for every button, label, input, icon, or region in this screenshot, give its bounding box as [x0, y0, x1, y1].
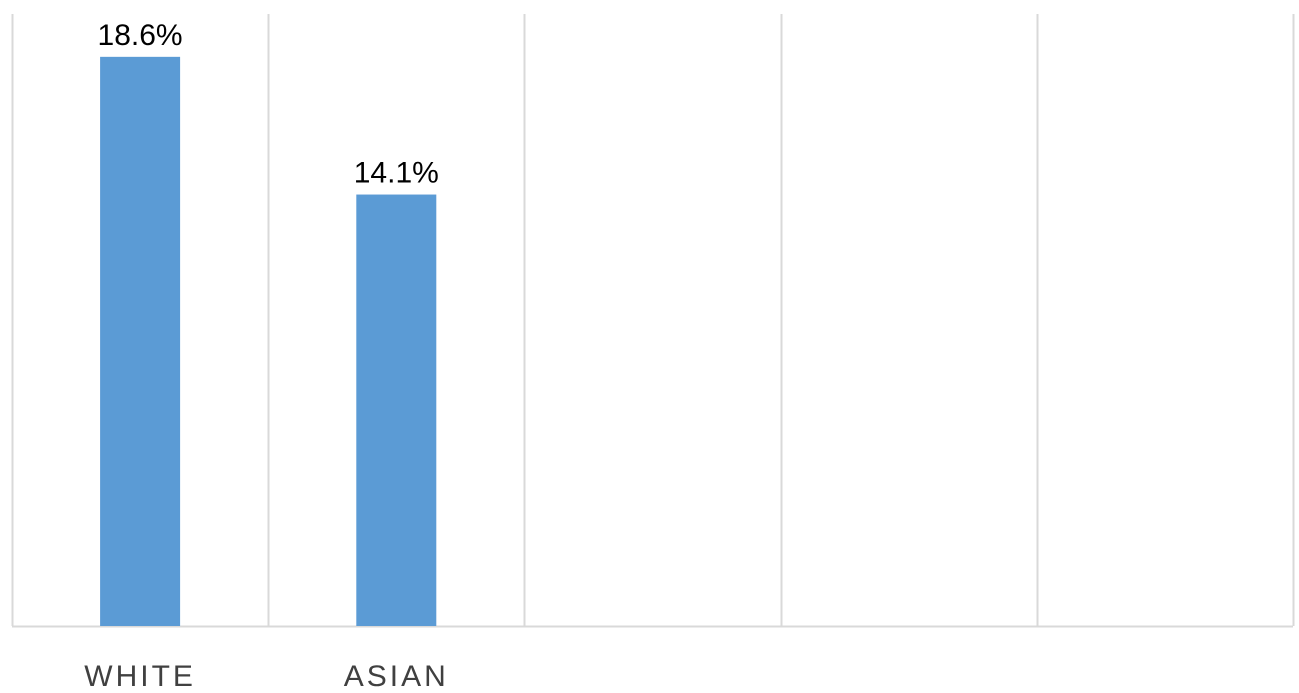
category-label-asian: ASIAN [344, 660, 449, 693]
gridlines [11, 14, 1295, 628]
bars [100, 56, 437, 627]
category-label-white: WHITE [84, 660, 196, 693]
bar-white [100, 56, 181, 626]
data-labels: 18.6% 14.1% [98, 19, 439, 190]
data-label-asian: 14.1% [354, 157, 439, 190]
category-labels: WHITE ASIAN [84, 660, 449, 693]
data-label-white: 18.6% [98, 19, 183, 52]
bar-asian [356, 194, 437, 627]
